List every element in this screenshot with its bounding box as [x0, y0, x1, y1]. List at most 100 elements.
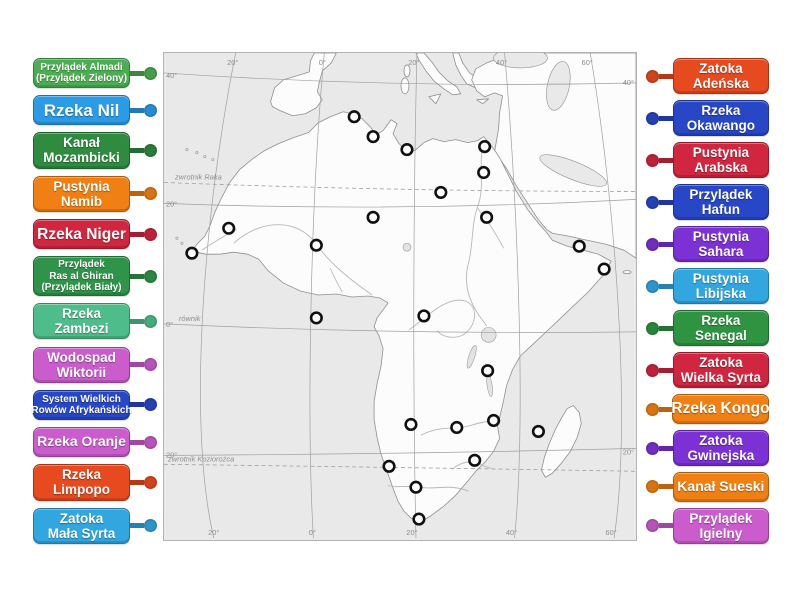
- leader-dot: [144, 103, 157, 117]
- answer-tag-wiktorii[interactable]: Wodospad Wiktorii: [33, 346, 130, 383]
- latitude-line-label: zwrotnik Raka: [174, 172, 222, 181]
- answer-tag-ras-al-ghiran[interactable]: Przylądek Ras al Ghiran (Przylądek Biały): [33, 256, 130, 296]
- leader-dot: [646, 480, 659, 494]
- answer-tag-label: (Przylądek Zielony): [35, 73, 128, 84]
- map-drop-target[interactable]: [404, 417, 418, 432]
- answer-tag-label: Pustynia: [53, 178, 110, 194]
- map-drop-target[interactable]: [382, 459, 396, 473]
- graticule-tick: 40°: [506, 528, 517, 537]
- answer-tag-label: Pustynia: [692, 271, 750, 287]
- answer-tag-label: Senegal: [694, 328, 747, 344]
- africa-mainland: [192, 111, 612, 523]
- answer-tag-senegal[interactable]: Rzeka Senegal: [672, 310, 769, 347]
- graticule-tick: 0°: [319, 58, 326, 67]
- map-drop-target[interactable]: [450, 420, 464, 435]
- graticule-tick: 0°: [166, 320, 173, 329]
- map-drop-target[interactable]: [478, 140, 492, 154]
- leader-dot: [144, 187, 157, 201]
- lake-tanganyika: [466, 345, 477, 369]
- answer-tag-oranje[interactable]: Rzeka Oranje: [33, 427, 130, 458]
- persian-gulf: [539, 154, 607, 187]
- graticule-tick: 60°: [582, 58, 593, 67]
- leader-dot: [144, 435, 157, 449]
- map-drop-target[interactable]: [434, 185, 448, 200]
- map-drop-target[interactable]: [531, 424, 545, 439]
- leader-stem: [658, 484, 673, 490]
- graticule-tick: 0°: [309, 528, 316, 537]
- map-drop-target[interactable]: [417, 309, 431, 323]
- answer-tag-libijska[interactable]: Pustynia Libijska: [672, 268, 769, 305]
- leader-dot: [646, 237, 659, 251]
- answer-tag-label: Adeńska: [692, 76, 750, 92]
- small-islands: [175, 148, 215, 245]
- map-drop-target[interactable]: [412, 512, 426, 526]
- answer-tag-label: Zambezi: [54, 321, 109, 337]
- map-drop-target[interactable]: [222, 221, 236, 235]
- answer-tag-nil[interactable]: Rzeka Nil: [33, 95, 130, 126]
- map-drop-target[interactable]: [366, 130, 380, 144]
- graticule-tick: 20°: [166, 199, 177, 208]
- answer-tag-kongo[interactable]: Rzeka Kongo: [671, 394, 770, 425]
- leader-dot: [646, 441, 659, 455]
- leader-stem: [130, 362, 144, 368]
- latitude-line-label: równik: [179, 314, 202, 323]
- leader-stem: [130, 147, 144, 153]
- graticule: [164, 53, 636, 539]
- answer-tag-limpopo[interactable]: Rzeka Limpopo: [33, 464, 130, 501]
- answer-tag-label: Rowów Afrykańskich: [31, 404, 132, 416]
- answer-tag-label: Igielny: [699, 525, 743, 541]
- graticule-tick: 60°: [605, 528, 616, 537]
- leader-dot: [646, 363, 659, 377]
- map-drop-target[interactable]: [487, 413, 501, 428]
- answer-tag-adenska[interactable]: Zatoka Adeńska: [672, 58, 769, 95]
- leader-stem: [130, 107, 144, 113]
- answer-tag-label: Sahara: [698, 244, 744, 260]
- answer-tag-gwinejska[interactable]: Zatoka Gwinejska: [672, 429, 769, 467]
- map-drop-markers: [185, 110, 611, 526]
- answer-tag-almadi[interactable]: Przylądek Almadi (Przylądek Zielony): [33, 58, 130, 88]
- left-answer-column: Przylądek Almadi (Przylądek Zielony) Rzeka…: [31, 58, 157, 544]
- answer-tag-label: Pustynia: [692, 145, 750, 161]
- map-drop-target[interactable]: [409, 480, 423, 494]
- leader-stem: [658, 367, 673, 373]
- answer-tag-igielny[interactable]: Przylądek Igielny: [672, 507, 769, 544]
- map-drop-target[interactable]: [347, 110, 361, 124]
- map-drop-target[interactable]: [366, 210, 380, 224]
- leader-dot: [646, 111, 659, 125]
- answer-tag-sahara[interactable]: Pustynia Sahara: [672, 226, 769, 263]
- answer-tag-label: Limpopo: [53, 482, 110, 498]
- answer-tag-wielka-syrta[interactable]: Zatoka Wielka Syrta: [672, 352, 769, 389]
- answer-tag-mala-syrta[interactable]: Zatoka Mała Syrta: [33, 507, 130, 544]
- answer-tag-label: Zatoka: [699, 61, 743, 76]
- map-drop-target[interactable]: [572, 239, 586, 253]
- map-drop-target[interactable]: [477, 165, 491, 180]
- answer-tag-label: Wiktorii: [56, 364, 107, 380]
- graticule-tick: 40°: [496, 58, 507, 67]
- map-drop-target[interactable]: [185, 246, 199, 260]
- map-drop-target[interactable]: [309, 311, 323, 325]
- answer-tag-arabska[interactable]: Pustynia Arabska: [672, 142, 769, 179]
- answer-tag-sueski[interactable]: Kanał Sueski: [672, 471, 769, 502]
- map-drop-target[interactable]: [468, 453, 482, 467]
- map-drop-target[interactable]: [309, 238, 323, 252]
- answer-tag-rowy-afrykanskie[interactable]: System Wielkich Rowów Afrykańskich: [31, 389, 132, 420]
- answer-tag-niger[interactable]: Rzeka Niger: [33, 219, 130, 250]
- europe-iberia: [270, 53, 337, 117]
- answer-tag-label: Mała Syrta: [47, 525, 116, 541]
- answer-tag-namib[interactable]: Pustynia Namib: [33, 175, 130, 212]
- graticule-tick: 20°: [208, 528, 219, 537]
- answer-tag-zambezi[interactable]: Rzeka Zambezi: [33, 303, 130, 340]
- map-drop-target[interactable]: [597, 262, 611, 276]
- graticule-tick-labels: 20° 0° 20° 40° 60° 20° 0° 20° 40° 60° 40° 20° 0° 20° 4…: [166, 58, 634, 537]
- map-drop-target[interactable]: [481, 364, 495, 378]
- answer-tag-hafun[interactable]: Przylądek Hafun: [672, 184, 769, 221]
- answer-tag-okawango[interactable]: Rzeka Okawango: [672, 100, 769, 137]
- map-drop-target[interactable]: [400, 143, 414, 157]
- leader-dot: [144, 314, 157, 328]
- answer-tag-label: Przylądek: [689, 187, 753, 203]
- graticule-tick: 20°: [227, 58, 238, 67]
- answer-tag-mozambicki[interactable]: Kanał Mozambicki: [33, 132, 130, 169]
- map-drop-target[interactable]: [480, 210, 494, 224]
- answer-tag-label: Rzeka: [701, 313, 741, 329]
